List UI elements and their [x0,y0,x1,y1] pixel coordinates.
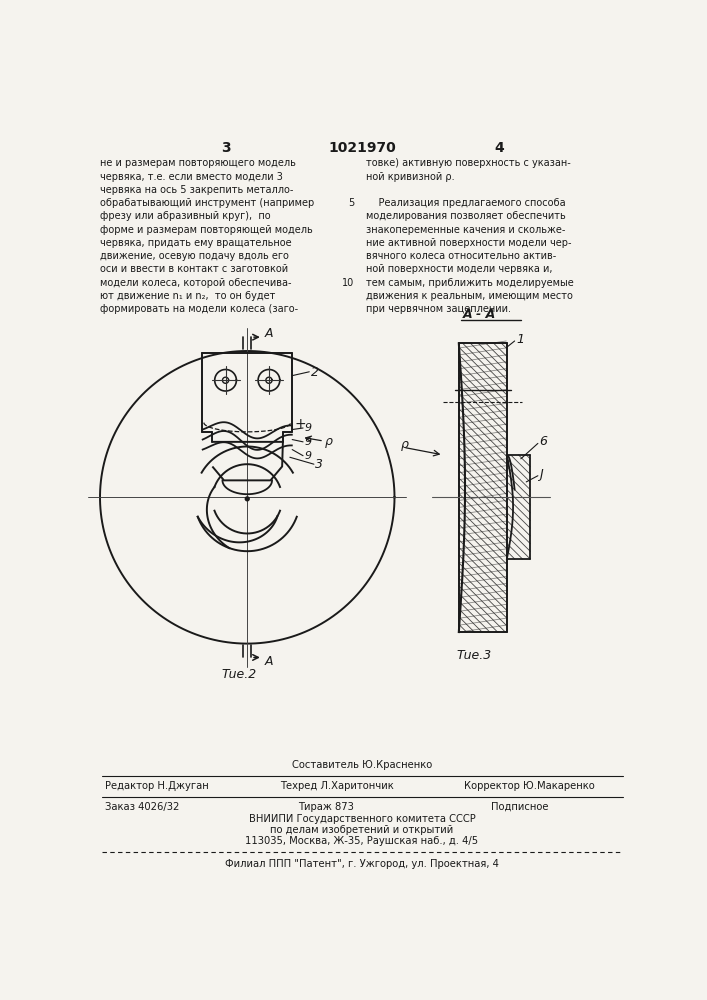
Text: червяка на ось 5 закрепить металло-: червяка на ось 5 закрепить металло- [100,185,293,195]
Text: тем самым, приближить моделируемые: тем самым, приближить моделируемые [366,278,573,288]
Text: Заказ 4026/32: Заказ 4026/32 [105,802,180,812]
Text: A: A [264,327,273,340]
Text: Тираж 873: Тираж 873 [298,802,354,812]
Text: 1: 1 [516,333,524,346]
Text: 2: 2 [311,366,319,379]
Text: Филиал ППП "Патент", г. Ужгород, ул. Проектная, 4: Филиал ППП "Патент", г. Ужгород, ул. Про… [225,859,499,869]
Text: червяка, придать ему вращательное: червяка, придать ему вращательное [100,238,291,248]
Circle shape [245,497,249,501]
Text: фрезу или абразивный круг),  по: фрезу или абразивный круг), по [100,211,271,221]
Text: 9: 9 [305,423,312,433]
Text: 6: 6 [539,435,547,448]
Text: товке) активную поверхность с указан-: товке) активную поверхность с указан- [366,158,571,168]
Text: ВНИИПИ Государственного комитета СССР: ВНИИПИ Государственного комитета СССР [249,814,475,824]
Text: +: + [294,417,305,431]
Text: Τue.3: Τue.3 [457,649,492,662]
Text: модели колеса, которой обеспечива-: модели колеса, которой обеспечива- [100,278,291,288]
Text: ют движение n₁ и n₂,  то он будет: ют движение n₁ и n₂, то он будет [100,291,275,301]
Text: Техред Л.Харитончик: Техред Л.Харитончик [281,781,395,791]
Text: Подписное: Подписное [491,802,549,812]
Text: ρ: ρ [401,438,409,451]
Text: 113035, Москва, Ж-35, Раушская наб., д. 4/5: 113035, Москва, Ж-35, Раушская наб., д. … [245,836,479,846]
Text: Реализация предлагаемого способа: Реализация предлагаемого способа [366,198,566,208]
Text: форме и размерам повторяющей модель: форме и размерам повторяющей модель [100,225,312,235]
Text: формировать на модели колеса (заго-: формировать на модели колеса (заго- [100,304,298,314]
Text: ной поверхности модели червяка и,: ной поверхности модели червяка и, [366,264,552,274]
Text: вячного колеса относительно актив-: вячного колеса относительно актив- [366,251,556,261]
Text: не и размерам повторяющего модель: не и размерам повторяющего модель [100,158,296,168]
Text: знакопеременные качения и скольже-: знакопеременные качения и скольже- [366,225,565,235]
Text: червяка, т.е. если вместо модели 3: червяка, т.е. если вместо модели 3 [100,172,283,182]
Text: J: J [539,468,543,481]
Text: A - A: A - A [462,308,496,321]
Text: 4: 4 [494,141,504,155]
Text: Составитель Ю.Красненко: Составитель Ю.Красненко [292,760,432,770]
Text: 9: 9 [305,437,312,447]
Text: A: A [264,655,273,668]
Text: при червячном зацеплении.: при червячном зацеплении. [366,304,511,314]
Text: ние активной поверхности модели чер-: ние активной поверхности модели чер- [366,238,571,248]
Text: ной кривизной ρ.: ной кривизной ρ. [366,172,455,182]
Text: Редактор Н.Джуган: Редактор Н.Джуган [105,781,209,791]
Text: 9: 9 [305,451,312,461]
Text: Τue.2: Τue.2 [222,668,257,681]
Text: движения к реальным, имеющим место: движения к реальным, имеющим место [366,291,573,301]
Text: движение, осевую подачу вдоль его: движение, осевую подачу вдоль его [100,251,289,261]
Text: 5: 5 [348,198,354,208]
Text: ρ: ρ [325,435,332,448]
Text: оси и ввести в контакт с заготовкой: оси и ввести в контакт с заготовкой [100,264,288,274]
Text: 3: 3 [315,458,323,471]
Text: Корректор Ю.Макаренко: Корректор Ю.Макаренко [464,781,595,791]
Text: 10: 10 [342,278,354,288]
Text: обрабатывающий инструмент (например: обрабатывающий инструмент (например [100,198,314,208]
Text: 1021970: 1021970 [328,141,396,155]
Text: моделирования позволяет обеспечить: моделирования позволяет обеспечить [366,211,566,221]
Text: 3: 3 [221,141,230,155]
Text: по делам изобретений и открытий: по делам изобретений и открытий [270,825,454,835]
